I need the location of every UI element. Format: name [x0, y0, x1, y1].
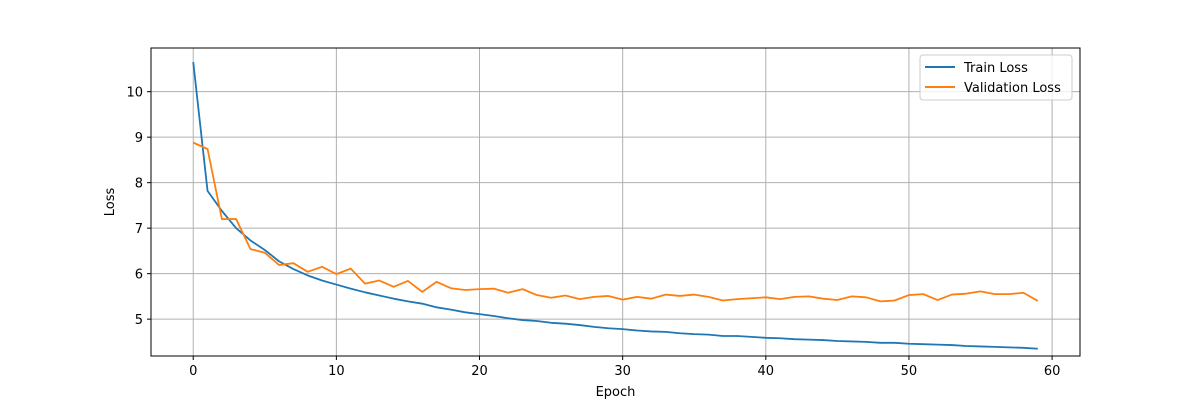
y-tick-label: 7 [135, 222, 143, 237]
plot-frame [150, 47, 1081, 357]
x-tick-label: 50 [901, 364, 918, 379]
series-lines [192, 62, 1039, 350]
legend-box [919, 54, 1073, 101]
y-ticks: 5 6 7 8 9 10 [126, 86, 151, 328]
x-axis-label: Epoch [596, 385, 636, 400]
y-tick-label: 5 [135, 313, 143, 328]
y-tick-label: 8 [135, 177, 143, 192]
x-tick-label: 20 [471, 364, 488, 379]
x-tick-label: 10 [328, 364, 345, 379]
x-ticks: 0 10 20 30 40 50 60 [189, 356, 1060, 379]
y-axis-label: Loss [103, 188, 118, 217]
x-tick-label: 0 [189, 364, 197, 379]
series-line-validation-loss [192, 141, 1039, 303]
x-tick-label: 40 [758, 364, 775, 379]
legend: Train Loss Validation Loss [919, 54, 1073, 101]
y-tick-label: 10 [126, 86, 143, 101]
y-tick-label: 9 [135, 131, 143, 146]
x-tick-label: 60 [1044, 364, 1061, 379]
series-line-train-loss [192, 62, 1038, 350]
y-tick-label: 6 [135, 268, 143, 283]
legend-label-validation-loss: Validation Loss [964, 81, 1061, 96]
x-tick-label: 30 [614, 364, 631, 379]
legend-label-train-loss: Train Loss [963, 61, 1028, 76]
